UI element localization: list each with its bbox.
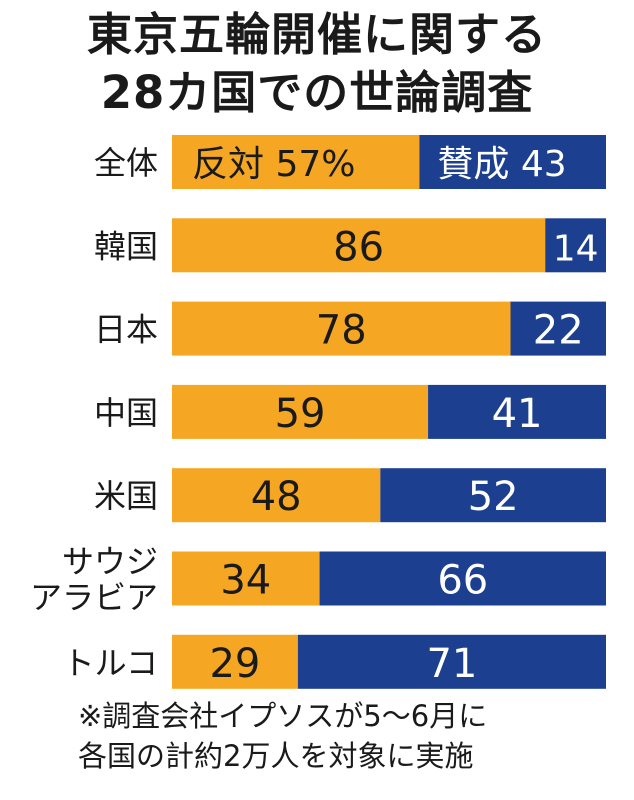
bar-oppose: [172, 384, 429, 439]
footnote-line-2: 各国の計約2万人を対象に実施: [78, 739, 474, 773]
chart-title-line-1: 東京五輪開催に関する: [86, 8, 547, 61]
category-label: トルコ: [63, 644, 158, 682]
chart-title: 東京五輪開催に関する 28カ国での世論調査: [0, 6, 634, 122]
category-label: 全体: [94, 144, 158, 182]
data-label-oppose: 反対 57%: [192, 144, 355, 185]
data-label-support: 22: [533, 308, 584, 354]
category-label: 日本: [94, 311, 158, 349]
category-label: 中国: [94, 394, 158, 432]
data-label-support: 52: [468, 474, 519, 520]
data-label-oppose: 48: [251, 474, 302, 520]
category-label: サウジアラビア: [30, 543, 158, 617]
bar-support: [428, 384, 606, 439]
bar-support: [545, 218, 606, 273]
data-label-oppose: 59: [275, 391, 326, 437]
bar-support: [419, 135, 606, 189]
chart-title-line-2: 28カ国での世論調査: [100, 66, 534, 119]
bar-oppose: [172, 634, 298, 689]
footnote-line-1: ※調査会社イプソスが5〜6月に: [78, 699, 488, 733]
data-label-support: 71: [426, 641, 477, 687]
bar-support: [319, 551, 606, 606]
data-label-support: 賛成 43: [437, 144, 566, 185]
data-label-oppose: 34: [220, 558, 271, 604]
category-label: 韓国: [94, 227, 158, 265]
data-label-oppose: 29: [209, 641, 260, 687]
bar-support: [380, 468, 606, 523]
bar-support: [510, 301, 606, 356]
footnote: ※調査会社イプソスが5〜6月に 各国の計約2万人を対象に実施: [78, 696, 618, 776]
bar-oppose: [172, 135, 420, 189]
bar-oppose: [172, 551, 320, 606]
data-label-oppose: 86: [333, 224, 384, 270]
category-label-line: アラビア: [30, 579, 158, 617]
data-label-oppose: 78: [316, 308, 367, 354]
bar-oppose: [172, 468, 381, 523]
data-label-support: 41: [492, 391, 543, 437]
bar-support: [297, 634, 606, 689]
bar-oppose: [172, 218, 546, 273]
data-label-support: 66: [437, 558, 488, 604]
category-label-line: サウジ: [62, 543, 158, 581]
bar-oppose: [172, 301, 511, 356]
data-label-support: 14: [553, 228, 599, 269]
category-label: 米国: [94, 477, 158, 515]
